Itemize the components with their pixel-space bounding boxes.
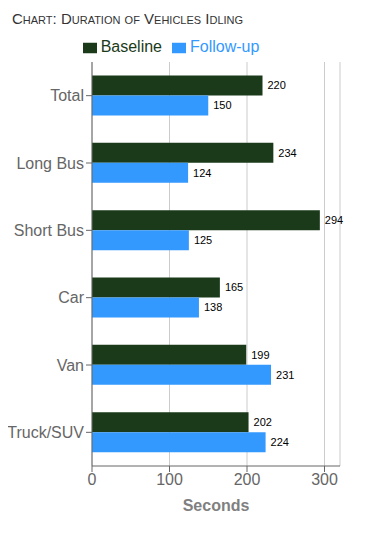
svg-text:100: 100 bbox=[156, 471, 183, 488]
svg-text:Truck/SUV: Truck/SUV bbox=[8, 424, 84, 441]
svg-text:220: 220 bbox=[268, 79, 286, 91]
svg-text:150: 150 bbox=[213, 99, 231, 111]
svg-text:294: 294 bbox=[325, 214, 343, 226]
svg-text:Total: Total bbox=[50, 87, 84, 104]
svg-text:138: 138 bbox=[204, 301, 222, 313]
html-text:Baseline: Baseline bbox=[100, 38, 162, 55]
svg-text:Long Bus: Long Bus bbox=[16, 155, 84, 172]
svg-text:124: 124 bbox=[193, 167, 211, 179]
svg-text:165: 165 bbox=[225, 281, 243, 293]
svg-text:199: 199 bbox=[251, 349, 269, 361]
svg-text:224: 224 bbox=[271, 436, 289, 448]
svg-text:231: 231 bbox=[276, 369, 294, 381]
svg-text:Van: Van bbox=[57, 357, 84, 374]
svg-text:125: 125 bbox=[194, 234, 212, 246]
html-text:Chart: Duration of Vehicles Id: Chart: Duration of Vehicles Idling bbox=[12, 10, 244, 27]
svg-text:Car: Car bbox=[58, 289, 84, 306]
svg-text:234: 234 bbox=[278, 147, 296, 159]
svg-text:300: 300 bbox=[311, 471, 338, 488]
svg-text:Short Bus: Short Bus bbox=[14, 222, 84, 239]
svg-text:200: 200 bbox=[234, 471, 261, 488]
svg-text:202: 202 bbox=[254, 416, 272, 428]
html-text:Follow-up: Follow-up bbox=[190, 38, 260, 55]
svg-text:Seconds: Seconds bbox=[183, 497, 250, 514]
svg-text:0: 0 bbox=[88, 471, 97, 488]
